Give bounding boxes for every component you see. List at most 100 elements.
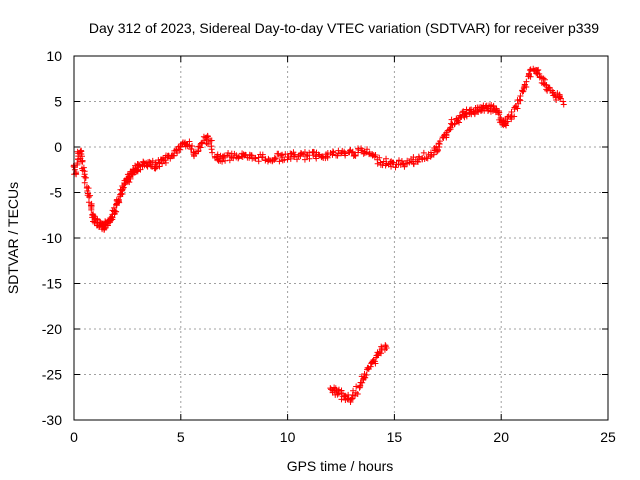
data-point (471, 110, 478, 117)
data-point (134, 167, 141, 174)
data-point (262, 157, 269, 164)
data-point (224, 152, 231, 159)
data-point (127, 175, 134, 182)
data-point (78, 153, 85, 160)
x-tick-label: 25 (600, 429, 616, 445)
data-point (213, 154, 220, 161)
x-tick-label: 0 (70, 429, 78, 445)
data-point (209, 149, 216, 156)
data-point (85, 185, 92, 192)
data-point (328, 386, 335, 393)
data-point (556, 94, 563, 101)
data-point (189, 143, 196, 150)
data-point (553, 96, 560, 103)
data-point (332, 391, 339, 398)
y-axis-title: SDTVAR / TECUs (5, 182, 21, 294)
data-point (74, 160, 81, 167)
y-tick-label: 5 (54, 94, 62, 110)
data-point (82, 174, 89, 181)
data-point (390, 159, 397, 166)
data-point (536, 70, 543, 77)
data-point (490, 103, 497, 110)
data-point (496, 109, 503, 116)
data-point (420, 149, 427, 156)
data-point (505, 113, 512, 120)
y-tick-label: -25 (42, 367, 62, 383)
data-point (371, 358, 378, 365)
data-point (526, 67, 533, 74)
data-point (459, 109, 466, 116)
data-point (231, 150, 238, 157)
data-point (167, 155, 174, 162)
data-point (203, 134, 210, 141)
y-tick-label: 10 (46, 48, 62, 64)
x-tick-label: 10 (280, 429, 296, 445)
data-point (382, 342, 389, 349)
data-point (250, 155, 257, 162)
data-point (349, 148, 356, 155)
data-point (176, 146, 183, 153)
data-point (346, 147, 353, 154)
data-point (448, 116, 455, 123)
data-point (199, 140, 206, 147)
data-point (206, 138, 213, 145)
data-point (338, 390, 345, 397)
data-point (397, 161, 404, 168)
data-point (540, 75, 547, 82)
data-point (443, 129, 450, 136)
data-point (259, 154, 266, 161)
data-point (187, 145, 194, 152)
x-axis-title: GPS time / hours (287, 458, 394, 474)
data-point (115, 198, 122, 205)
data-point (376, 348, 383, 355)
data-point (235, 155, 242, 162)
data-point (324, 153, 331, 160)
data-point (382, 162, 389, 169)
data-point (376, 154, 383, 161)
data-point (560, 101, 567, 108)
data-point (359, 379, 366, 386)
x-tick-label: 20 (493, 429, 509, 445)
y-tick-label: -20 (42, 321, 62, 337)
data-point (402, 160, 409, 167)
data-point (414, 158, 421, 165)
data-point (204, 133, 211, 140)
data-point (294, 156, 301, 163)
data-point (149, 157, 156, 164)
data-point (208, 137, 215, 144)
data-points (70, 65, 567, 405)
data-point (214, 151, 221, 158)
data-point (451, 121, 458, 128)
data-point (497, 114, 504, 121)
data-point (144, 162, 151, 169)
grid (74, 56, 608, 420)
x-tick-label: 15 (387, 429, 403, 445)
data-point (170, 152, 177, 159)
data-point (351, 152, 358, 159)
data-point (334, 152, 341, 159)
data-point (446, 126, 453, 133)
data-point (342, 396, 349, 403)
data-point (352, 152, 359, 159)
data-point (363, 371, 370, 378)
data-point (301, 156, 308, 163)
data-point (434, 147, 441, 154)
data-point (523, 78, 530, 85)
data-point (192, 148, 199, 155)
data-point (338, 396, 345, 403)
data-point (362, 374, 369, 381)
data-point (81, 168, 88, 175)
data-point (535, 66, 542, 73)
data-point (516, 96, 523, 103)
data-point (378, 343, 385, 350)
data-point (110, 204, 117, 211)
data-point (410, 154, 417, 161)
data-point (271, 156, 278, 163)
data-point (349, 395, 356, 402)
data-point (398, 158, 405, 165)
data-point (508, 108, 515, 115)
data-point (433, 143, 440, 150)
y-tick-label: 0 (54, 139, 62, 155)
data-point (511, 113, 518, 120)
data-point (436, 138, 443, 145)
